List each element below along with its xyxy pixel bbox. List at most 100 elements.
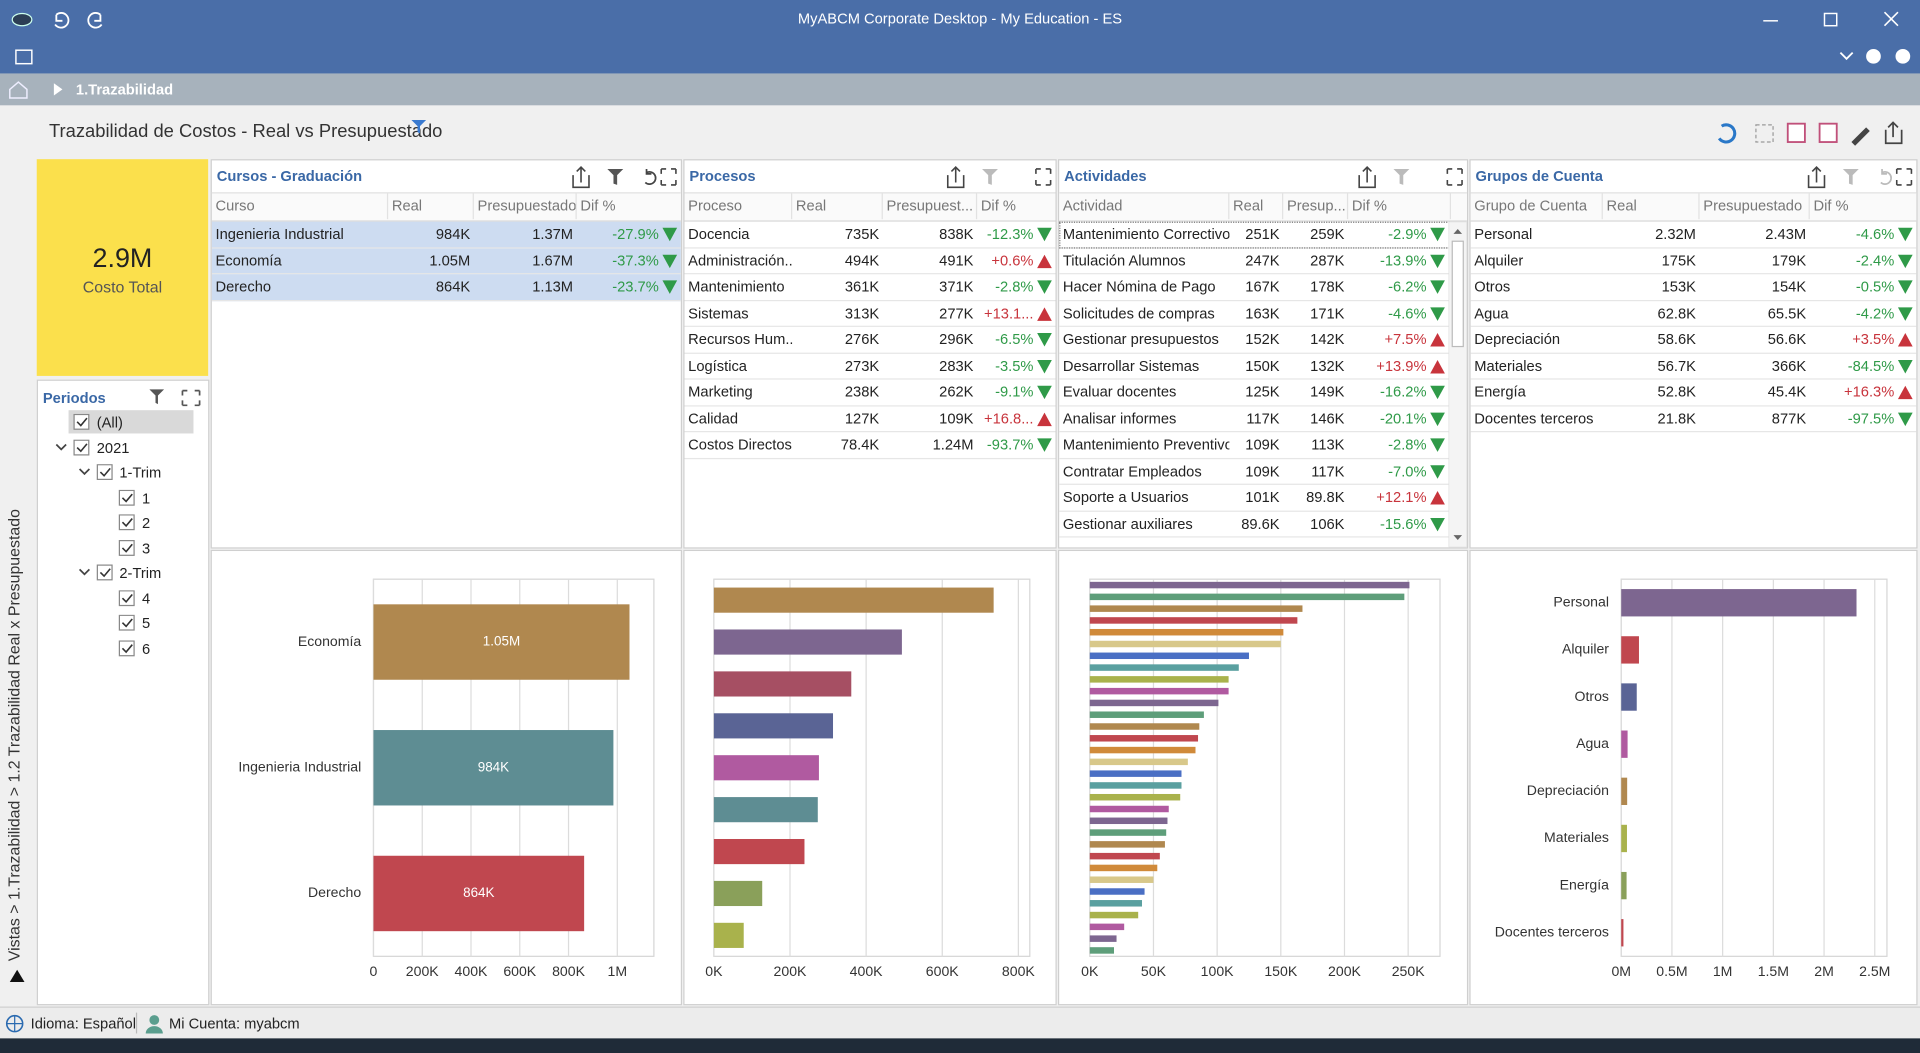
refresh-icon[interactable] <box>1717 123 1737 144</box>
tree-label[interactable]: 1-Trim <box>119 464 162 482</box>
scrollbar[interactable] <box>1448 221 1467 548</box>
redo-icon[interactable] <box>87 12 103 29</box>
table-row[interactable] <box>1470 353 1917 380</box>
bar[interactable] <box>1089 652 1249 660</box>
side-arrow[interactable] <box>7 967 27 984</box>
bar[interactable] <box>373 604 630 680</box>
clear-filter-icon[interactable] <box>149 389 165 405</box>
bar[interactable] <box>1621 919 1624 947</box>
grid-icon[interactable] <box>1755 124 1774 143</box>
maximize-icon[interactable] <box>1035 168 1052 186</box>
bar[interactable] <box>713 880 763 907</box>
table-row[interactable] <box>1059 248 1450 275</box>
home-icon[interactable] <box>9 81 28 99</box>
maximize-icon[interactable] <box>1446 168 1463 186</box>
export-icon[interactable] <box>946 166 965 189</box>
bar[interactable] <box>1089 805 1169 813</box>
bar[interactable] <box>1089 829 1167 836</box>
bar[interactable] <box>713 755 819 781</box>
bar[interactable] <box>1621 824 1627 853</box>
maximize-icon[interactable] <box>660 168 677 186</box>
column-header[interactable]: Dif % <box>977 193 1055 219</box>
export-icon[interactable] <box>1358 166 1376 189</box>
table-row[interactable] <box>211 221 681 248</box>
filter-icon[interactable] <box>1842 168 1859 185</box>
maximize-icon[interactable] <box>181 389 201 407</box>
table-row[interactable] <box>684 274 1056 301</box>
close-icon[interactable] <box>1883 11 1899 27</box>
bar[interactable] <box>1089 640 1281 648</box>
checkbox[interactable] <box>96 564 113 581</box>
bar[interactable] <box>1089 746 1196 754</box>
tree-label[interactable]: 6 <box>142 639 151 657</box>
export-icon[interactable] <box>1807 166 1826 189</box>
table-row[interactable] <box>1059 511 1450 538</box>
column-header[interactable]: Proceso <box>684 193 793 220</box>
collapse-icon[interactable] <box>1839 52 1854 61</box>
info-icon[interactable] <box>1866 48 1881 64</box>
bar[interactable] <box>1089 758 1188 766</box>
column-header[interactable]: Grupo de Cuenta <box>1471 193 1603 220</box>
tree-label[interactable]: 4 <box>142 589 151 607</box>
bar[interactable] <box>1089 699 1219 707</box>
checkbox[interactable] <box>118 614 135 631</box>
table-row[interactable] <box>1470 380 1917 406</box>
bar[interactable] <box>1089 888 1145 895</box>
bar[interactable] <box>1621 871 1627 900</box>
table-row[interactable] <box>1059 432 1450 459</box>
table-row[interactable] <box>1059 406 1450 433</box>
tree-chevron[interactable] <box>78 468 90 476</box>
table-row[interactable] <box>1059 221 1450 248</box>
column-header[interactable]: Presupuestado <box>1700 193 1810 220</box>
bar[interactable] <box>1621 636 1639 664</box>
bar[interactable] <box>1089 817 1168 825</box>
bar[interactable] <box>713 713 834 739</box>
filter-icon[interactable] <box>607 168 624 185</box>
bar[interactable] <box>1089 723 1200 730</box>
bar[interactable] <box>1089 935 1117 942</box>
column-header[interactable]: Real <box>388 193 474 220</box>
bar[interactable] <box>1089 735 1199 742</box>
tree-label[interactable]: 2-Trim <box>119 564 162 582</box>
bar[interactable] <box>713 671 852 697</box>
export-icon[interactable] <box>1884 121 1903 145</box>
bar[interactable] <box>1089 605 1303 612</box>
bar[interactable] <box>1621 777 1628 805</box>
table-row[interactable] <box>211 247 681 275</box>
bar[interactable] <box>713 838 805 865</box>
column-header[interactable]: Dif % <box>577 193 681 219</box>
bar[interactable] <box>1089 676 1229 683</box>
filter-indicator[interactable] <box>410 118 427 135</box>
tree-label[interactable]: 2 <box>142 514 151 532</box>
undo-icon[interactable] <box>1020 169 1030 184</box>
table-row[interactable] <box>684 327 1056 354</box>
bar[interactable] <box>1621 730 1628 758</box>
table-row[interactable] <box>684 301 1056 327</box>
tree-chevron[interactable] <box>55 443 67 450</box>
bar[interactable] <box>713 629 902 655</box>
table-row[interactable] <box>211 274 681 301</box>
language[interactable]: Idioma: Español <box>30 1015 136 1033</box>
bar[interactable] <box>373 730 614 806</box>
column-header[interactable]: Dif % <box>1810 193 1917 219</box>
bar[interactable] <box>1089 770 1182 777</box>
save-as-icon[interactable] <box>1818 122 1838 143</box>
bar[interactable] <box>713 922 744 948</box>
bar[interactable] <box>713 797 818 823</box>
column-header[interactable]: Real <box>1229 193 1284 220</box>
maximize-icon[interactable] <box>1895 168 1913 186</box>
checkbox[interactable] <box>73 413 90 430</box>
panel-toggle-icon[interactable] <box>15 49 33 65</box>
bar[interactable] <box>1089 617 1298 624</box>
bar[interactable] <box>1089 664 1239 671</box>
table-row[interactable] <box>1470 274 1917 301</box>
bar[interactable] <box>1089 581 1410 589</box>
bar[interactable] <box>1089 947 1114 954</box>
bar[interactable] <box>713 587 994 613</box>
tree-label[interactable]: 3 <box>142 539 151 557</box>
bar[interactable] <box>1089 711 1204 718</box>
undo-icon[interactable] <box>1880 168 1892 185</box>
table-row[interactable] <box>1470 327 1917 354</box>
bar[interactable] <box>1089 923 1125 931</box>
bar[interactable] <box>1089 852 1160 860</box>
